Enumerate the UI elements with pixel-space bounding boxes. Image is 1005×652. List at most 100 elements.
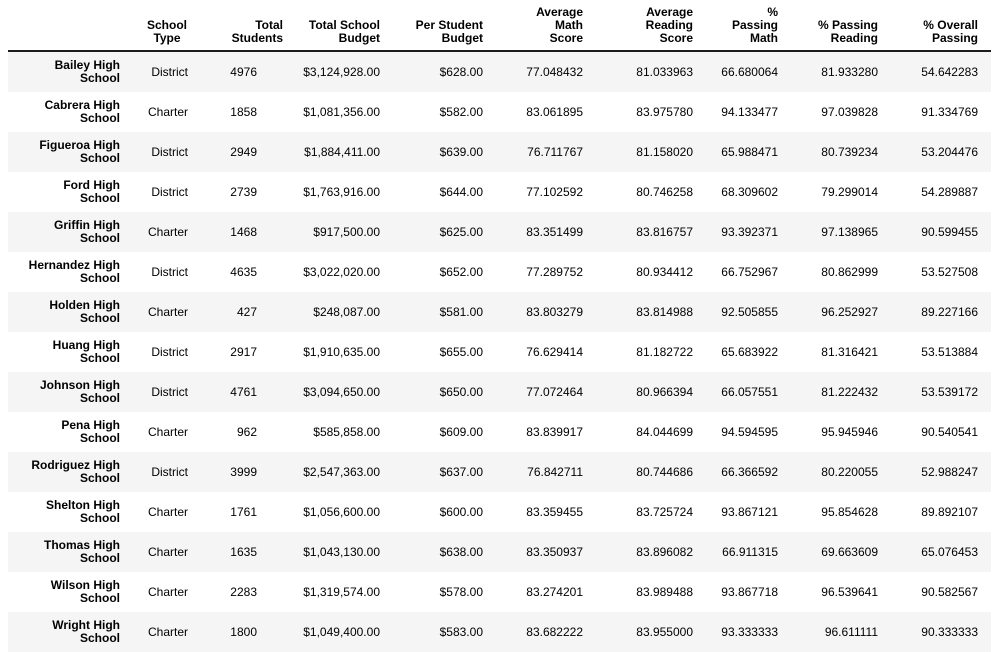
table-cell-total-students: 1800 [230,624,257,639]
table-cell-pct-passing-reading: 96.252927 [821,304,878,319]
table-cell-pct-passing-reading: 80.739234 [821,144,878,159]
row-header-school-name: Figueroa High School [39,138,120,165]
column-header: Total Students [201,0,283,52]
table-cell-school-type: Charter [147,584,188,599]
table-cell-school-type: District [151,344,188,359]
table-cell-pct-passing-reading: 96.611111 [824,624,878,639]
table-body: Bailey High School District 4976 $3,124,928… [8,51,991,652]
table-cell-school-type: District [151,64,188,79]
table-cell-pct-passing-math: 92.505855 [721,304,778,319]
column-header: Per Student Budget [393,0,496,52]
table-cell-pct-passing-math: 66.057551 [721,384,778,399]
table-cell-pct-passing-math: 93.392371 [721,224,778,239]
table-cell-avg-reading-score: 81.033963 [636,64,693,79]
table-cell-avg-math-score: 77.048432 [526,64,583,79]
table-cell-school-type: District [151,264,188,279]
table-cell-avg-reading-score: 84.044699 [636,424,693,439]
row-header-school-name: Thomas High School [43,538,120,565]
table-row: Hernandez High School District 4635 $3,022,… [8,252,991,292]
table-cell-school-type: Charter [147,624,188,639]
table-cell-avg-math-score: 77.072464 [526,384,583,399]
table-cell-avg-reading-score: 81.182722 [636,344,693,359]
table-cell-pct-passing-reading: 95.945946 [821,424,878,439]
table-row: Ford High School District 2739 $1,763,916.0… [8,172,991,212]
table-row: Johnson High School District 4761 $3,094,65… [8,372,991,412]
table-cell-pct-passing-math: 94.133477 [721,104,778,119]
table-cell-avg-reading-score: 83.975780 [636,104,693,119]
table-cell-total-students: 1858 [230,104,257,119]
table-cell-school-type: District [151,144,188,159]
table-cell-school-type: Charter [147,224,188,239]
table-row: Rodriguez High School District 3999 $2,547,… [8,452,991,492]
table-cell-pct-passing-reading: 81.316421 [821,344,878,359]
table-cell-pct-passing-math: 68.309602 [721,184,778,199]
table-cell-pct-passing-reading: 80.862999 [821,264,878,279]
table-row: Pena High School Charter 962 $585,858.00 $60… [8,412,991,452]
row-header-school-name: Johnson High School [40,378,120,405]
table-cell-pct-overall-passing: 53.204476 [921,144,978,159]
table-cell-per-student-budget: $578.00 [439,584,483,599]
table-cell-total-school-budget: $917,500.00 [313,224,380,239]
table-row: Shelton High School Charter 1761 $1,056,600… [8,492,991,532]
table-cell-avg-reading-score: 83.816757 [636,224,693,239]
table-cell-total-students: 3999 [230,464,257,479]
table-cell-avg-reading-score: 80.966394 [636,384,693,399]
table-cell-pct-passing-math: 66.680064 [721,64,778,79]
row-header-school-name: Shelton High School [46,498,120,525]
table-cell-pct-overall-passing: 90.540541 [921,424,978,439]
table-row: Thomas High School Charter 1635 $1,043,130.… [8,532,991,572]
column-header: School Type [133,0,201,52]
table-cell-avg-math-score: 77.289752 [526,264,583,279]
table-cell-per-student-budget: $581.00 [439,304,483,319]
table-cell-avg-math-score: 83.839917 [526,424,583,439]
table-cell-total-students: 2283 [230,584,257,599]
table-cell-school-type: Charter [147,104,188,119]
table-cell-per-student-budget: $600.00 [439,504,483,519]
table-header: School Type Total Students Total School Bu… [8,0,991,52]
table-cell-total-school-budget: $248,087.00 [313,304,380,319]
table-cell-total-students: 1761 [230,504,257,519]
table-cell-per-student-budget: $639.00 [439,144,483,159]
table-cell-avg-reading-score: 83.814988 [636,304,693,319]
table-cell-pct-overall-passing: 65.076453 [921,544,978,559]
table-cell-per-student-budget: $650.00 [439,384,483,399]
table-cell-per-student-budget: $609.00 [439,424,483,439]
table-cell-total-school-budget: $3,022,020.00 [303,264,380,279]
table-cell-total-school-budget: $1,910,635.00 [303,344,380,359]
table-cell-total-students: 4635 [230,264,257,279]
table-cell-school-type: Charter [147,544,188,559]
row-header-school-name: Huang High School [52,338,120,365]
table-cell-avg-math-score: 83.350937 [526,544,583,559]
table-row: Huang High School District 2917 $1,910,635.… [8,332,991,372]
row-header-school-name: Rodriguez High School [31,458,120,485]
table-cell-total-school-budget: $1,319,574.00 [303,584,380,599]
table-row: Griffin High School Charter 1468 $917,500.0… [8,212,991,252]
table-cell-avg-math-score: 77.102592 [526,184,583,199]
corner-cell [8,0,133,52]
table-cell-pct-passing-reading: 97.039828 [821,104,878,119]
table-cell-pct-passing-math: 66.752967 [721,264,778,279]
table-cell-school-type: District [151,464,188,479]
table-cell-avg-reading-score: 83.955000 [636,624,693,639]
table-cell-pct-passing-reading: 81.933280 [821,64,878,79]
table-cell-pct-overall-passing: 54.289887 [921,184,978,199]
row-header-school-name: Wilson High School [50,578,120,605]
table-cell-avg-math-score: 76.711767 [527,144,583,159]
table-cell-avg-math-score: 83.359455 [526,504,583,519]
table-cell-per-student-budget: $644.00 [439,184,483,199]
table-cell-total-students: 962 [236,424,257,439]
table-cell-pct-passing-math: 65.988471 [721,144,778,159]
table-cell-avg-reading-score: 80.744686 [636,464,693,479]
table-cell-school-type: Charter [147,304,188,319]
table-cell-pct-passing-reading: 81.222432 [821,384,878,399]
table-cell-per-student-budget: $652.00 [439,264,483,279]
table-cell-avg-math-score: 83.351499 [526,224,583,239]
table-cell-total-students: 2949 [230,144,257,159]
table-cell-avg-math-score: 83.274201 [526,584,583,599]
column-header: % Passing Reading [791,0,891,52]
table-cell-school-type: Charter [147,424,188,439]
table-cell-per-student-budget: $583.00 [439,624,483,639]
table-cell-pct-passing-reading: 97.138965 [821,224,878,239]
row-header-school-name: Cabrera High School [44,98,120,125]
table-cell-pct-passing-math: 65.683922 [721,344,778,359]
